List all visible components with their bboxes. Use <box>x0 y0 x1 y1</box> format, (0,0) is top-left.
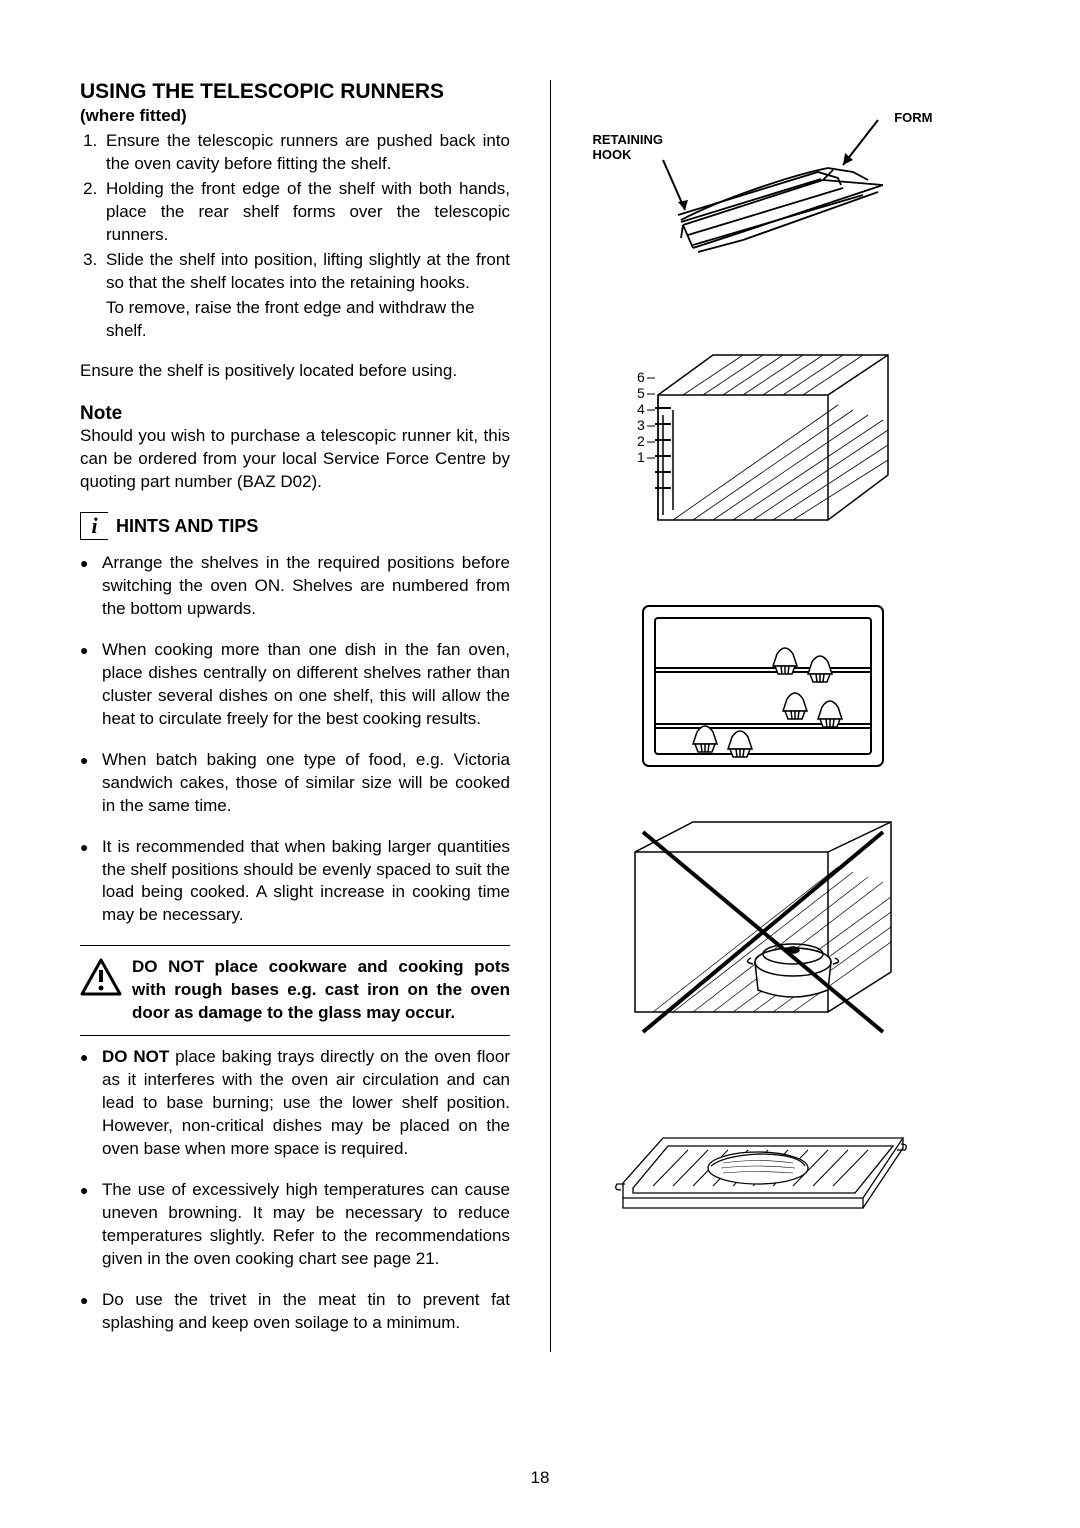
step-3-text: Slide the shelf into position, lifting s… <box>106 250 510 292</box>
page-number: 18 <box>0 1468 1080 1488</box>
step-2: Holding the front edge of the shelf with… <box>102 178 510 247</box>
hint-bullet-2: When cooking more than one dish in the f… <box>80 639 510 731</box>
note-text: Should you wish to purchase a telescopic… <box>80 425 510 494</box>
steps-list: Ensure the telescopic runners are pushed… <box>80 130 510 295</box>
shelf-num-4: 4 <box>637 401 645 417</box>
cupcakes-illustration <box>633 596 893 776</box>
hint-bottom-3-text: Do use the trivet in the meat tin to pre… <box>102 1289 510 1335</box>
hints-bullets-top: Arrange the shelves in the required posi… <box>80 552 510 927</box>
divider-top <box>80 945 510 946</box>
shelf-num-1: 1 <box>637 449 645 465</box>
shelf-num-5: 5 <box>637 385 645 401</box>
shelf-num-6: 6 <box>637 369 645 385</box>
shelf-num-3: 3 <box>637 417 645 433</box>
main-heading: USING THE TELESCOPIC RUNNERS <box>80 80 510 104</box>
figure-shelf-positions: 6 5 4 3 2 1 <box>575 340 950 560</box>
info-icon: i <box>80 512 108 540</box>
step-3-tail: To remove, raise the front edge and with… <box>80 297 510 343</box>
step-3: Slide the shelf into position, lifting s… <box>102 249 510 295</box>
figure-cupcakes-shelves <box>575 596 950 776</box>
warning-triangle-icon <box>80 958 122 996</box>
info-glyph: i <box>91 513 97 539</box>
hint-bottom-1: DO NOT place baking trays directly on th… <box>80 1046 510 1161</box>
telescopic-shelf-illustration <box>593 80 933 280</box>
left-column: USING THE TELESCOPIC RUNNERS (where fitt… <box>80 80 510 1352</box>
ensure-text: Ensure the shelf is positively located b… <box>80 360 510 383</box>
hint-bullet-1: Arrange the shelves in the required posi… <box>80 552 510 621</box>
donot-lead-1: DO NOT <box>102 1047 169 1066</box>
hint-bullet-3: When batch baking one type of food, e.g.… <box>80 749 510 818</box>
hints-header: i HINTS AND TIPS <box>80 512 510 540</box>
sub-heading: (where fitted) <box>80 106 510 126</box>
hint-bottom-2: The use of excessively high temperatures… <box>80 1179 510 1271</box>
note-heading: Note <box>80 403 510 425</box>
figure-meat-tin-trivet <box>575 1108 950 1238</box>
hint-bullet-4: It is recommended that when baking large… <box>80 836 510 928</box>
figure-telescopic-runner: RETAINING HOOK FORM <box>575 80 950 280</box>
warning-text: DO NOT place cookware and cooking pots w… <box>132 956 510 1025</box>
label-form: FORM <box>894 110 932 125</box>
hint-bottom-3: Do use the trivet in the meat tin to pre… <box>80 1289 510 1335</box>
step-1: Ensure the telescopic runners are pushed… <box>102 130 510 176</box>
hint-bottom-2-text: The use of excessively high temperatures… <box>102 1179 510 1271</box>
page-content: USING THE TELESCOPIC RUNNERS (where fitt… <box>0 0 1080 1392</box>
hints-heading: HINTS AND TIPS <box>116 516 258 537</box>
warning-block: DO NOT place cookware and cooking pots w… <box>80 956 510 1025</box>
right-column: RETAINING HOOK FORM <box>550 80 950 1352</box>
shelf-num-2: 2 <box>637 433 645 449</box>
figure-donot-pot-floor <box>575 812 950 1072</box>
crossout-pot-illustration <box>603 812 923 1072</box>
shelf-positions-illustration: 6 5 4 3 2 1 <box>613 340 913 560</box>
divider-bottom <box>80 1035 510 1036</box>
label-retaining-hook: RETAINING HOOK <box>593 132 673 162</box>
meat-tin-illustration <box>603 1108 923 1238</box>
hints-bullets-bottom: DO NOT place baking trays directly on th… <box>80 1046 510 1334</box>
